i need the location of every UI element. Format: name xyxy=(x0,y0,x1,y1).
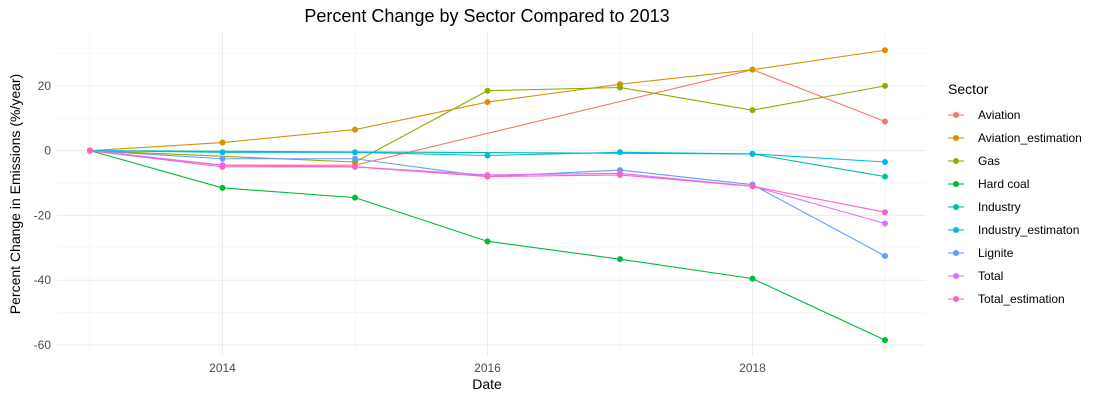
legend-label: Total xyxy=(978,269,1003,283)
legend-key-point xyxy=(953,273,959,279)
data-point xyxy=(882,173,888,180)
data-point xyxy=(882,47,888,54)
y-tick-label: -20 xyxy=(34,208,52,222)
data-point xyxy=(882,337,888,344)
data-point xyxy=(352,194,358,201)
data-point xyxy=(352,155,358,162)
legend: Sector Aviation Aviation_estimation Gas Har… xyxy=(948,81,1082,306)
legend-label: Industry_estimaton xyxy=(978,223,1079,237)
data-point xyxy=(219,184,226,191)
legend-item: Industry_estimaton xyxy=(948,223,1079,237)
y-tick-label: 20 xyxy=(38,79,52,93)
data-point xyxy=(484,238,491,245)
legend-key-point xyxy=(953,204,959,210)
data-point xyxy=(749,150,756,157)
legend-key-point xyxy=(953,227,959,233)
data-point xyxy=(219,139,226,146)
legend-item: Total_estimation xyxy=(948,292,1065,306)
series-layer xyxy=(87,47,888,344)
legend-item: Industry xyxy=(948,200,1021,214)
data-point xyxy=(352,126,358,133)
data-point xyxy=(617,149,623,156)
legend-key-point xyxy=(953,158,959,164)
data-point xyxy=(484,173,491,180)
data-point xyxy=(484,152,491,159)
x-axis-title: Date xyxy=(472,376,502,392)
legend-title: Sector xyxy=(948,81,989,97)
data-point xyxy=(882,209,888,216)
data-point xyxy=(352,149,358,156)
data-point xyxy=(484,99,491,106)
legend-label: Aviation xyxy=(978,108,1020,122)
data-point xyxy=(219,149,226,156)
legend-item: Aviation_estimation xyxy=(948,131,1082,145)
y-tick-label: -60 xyxy=(34,338,52,352)
y-tick-label: 0 xyxy=(44,144,51,158)
data-point xyxy=(484,87,491,94)
legend-label: Gas xyxy=(978,154,1000,168)
legend-item: Gas xyxy=(948,154,1000,168)
legend-label: Industry xyxy=(978,200,1021,214)
data-point xyxy=(749,66,756,73)
x-tick-label: 2014 xyxy=(209,361,236,375)
legend-item: Total xyxy=(948,269,1003,283)
legend-label: Lignite xyxy=(978,246,1014,260)
legend-key-point xyxy=(953,181,959,187)
x-tick-label: 2016 xyxy=(474,361,501,375)
legend-key-point xyxy=(953,296,959,302)
data-point xyxy=(749,107,756,114)
grid xyxy=(57,31,926,356)
data-point xyxy=(617,256,623,263)
chart-title: Percent Change by Sector Compared to 201… xyxy=(304,6,669,26)
data-point xyxy=(617,84,623,91)
data-point xyxy=(882,82,888,89)
data-point xyxy=(219,155,226,162)
data-point xyxy=(352,163,358,170)
data-point xyxy=(882,158,888,165)
data-point xyxy=(882,220,888,227)
x-tick-label: 2018 xyxy=(739,361,766,375)
legend-item: Hard coal xyxy=(948,177,1029,191)
series-total-estimation xyxy=(87,147,888,216)
data-point xyxy=(219,163,226,170)
data-point xyxy=(882,252,888,259)
legend-key-point xyxy=(953,250,959,256)
y-axis-title: Percent Change in Emissions (%/year) xyxy=(7,74,23,314)
series-line xyxy=(89,85,886,163)
data-point xyxy=(749,183,756,190)
data-point xyxy=(87,147,93,154)
legend-key-point xyxy=(953,112,959,118)
y-tick-label: -40 xyxy=(34,273,52,287)
legend-label: Aviation_estimation xyxy=(978,131,1082,145)
data-point xyxy=(617,171,623,178)
axes: 2014 2016 2018 -60 -40 -20 0 20 xyxy=(34,79,767,375)
data-point xyxy=(749,275,756,282)
legend-label: Hard coal xyxy=(978,177,1029,191)
legend-item: Lignite xyxy=(948,246,1014,260)
legend-label: Total_estimation xyxy=(978,292,1065,306)
data-point xyxy=(882,118,888,125)
series-hard-coal xyxy=(87,147,888,344)
legend-key-point xyxy=(953,135,959,141)
legend-item: Aviation xyxy=(948,108,1020,122)
